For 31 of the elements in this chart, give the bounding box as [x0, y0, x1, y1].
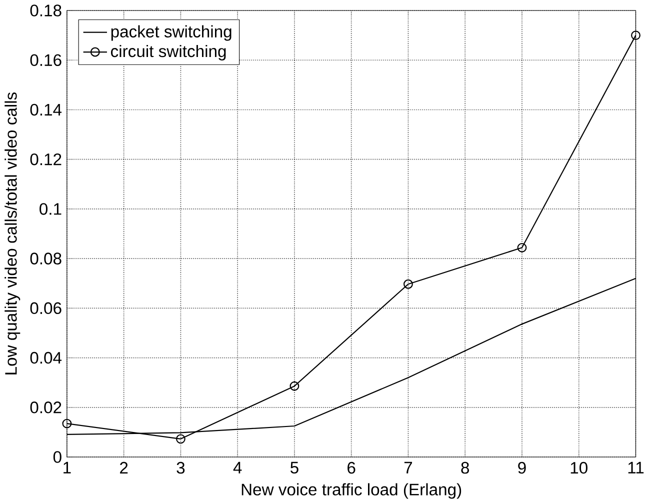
- y-tick-label: 0.12: [30, 153, 62, 166]
- legend-label: circuit switching: [111, 44, 226, 60]
- x-tick-label: 11: [628, 462, 644, 474]
- point: [290, 381, 300, 391]
- y-tick-label: 0.16: [30, 54, 62, 66]
- x-tick-label: 2: [120, 462, 128, 474]
- x-tick-label: 10: [570, 462, 588, 474]
- x-tick-label: 4: [233, 462, 242, 474]
- y-tick-label: 0.02: [30, 401, 62, 414]
- point: [404, 279, 413, 289]
- x-tick-label: 3: [176, 462, 185, 474]
- x-axis-title: New voice traffic load (Erlang): [242, 483, 462, 499]
- y-axis-title: Low quality video calls/total video calls: [4, 92, 20, 374]
- y-tick-label: 0.06: [30, 302, 62, 314]
- y-tick-label: 0: [53, 450, 62, 463]
- point: [631, 30, 640, 40]
- point: [176, 434, 186, 444]
- y-tick-label: 0.18: [30, 4, 62, 16]
- y-tick-label: 0.08: [30, 252, 62, 264]
- x-tick-label: 9: [518, 462, 526, 474]
- point: [62, 418, 72, 428]
- x-tick-label: 5: [290, 462, 298, 474]
- y-tick-label: 0.1: [40, 202, 62, 215]
- x-tick-label: 1: [64, 462, 71, 474]
- y-tick-label: 0.14: [30, 104, 62, 116]
- y-tick-label: 0.04: [30, 352, 62, 364]
- point: [517, 242, 527, 252]
- x-tick-label: 8: [461, 462, 469, 474]
- legend-label: packet switching: [111, 25, 232, 41]
- x-tick-label: 6: [348, 462, 356, 474]
- x-tick-label: 7: [404, 462, 412, 474]
